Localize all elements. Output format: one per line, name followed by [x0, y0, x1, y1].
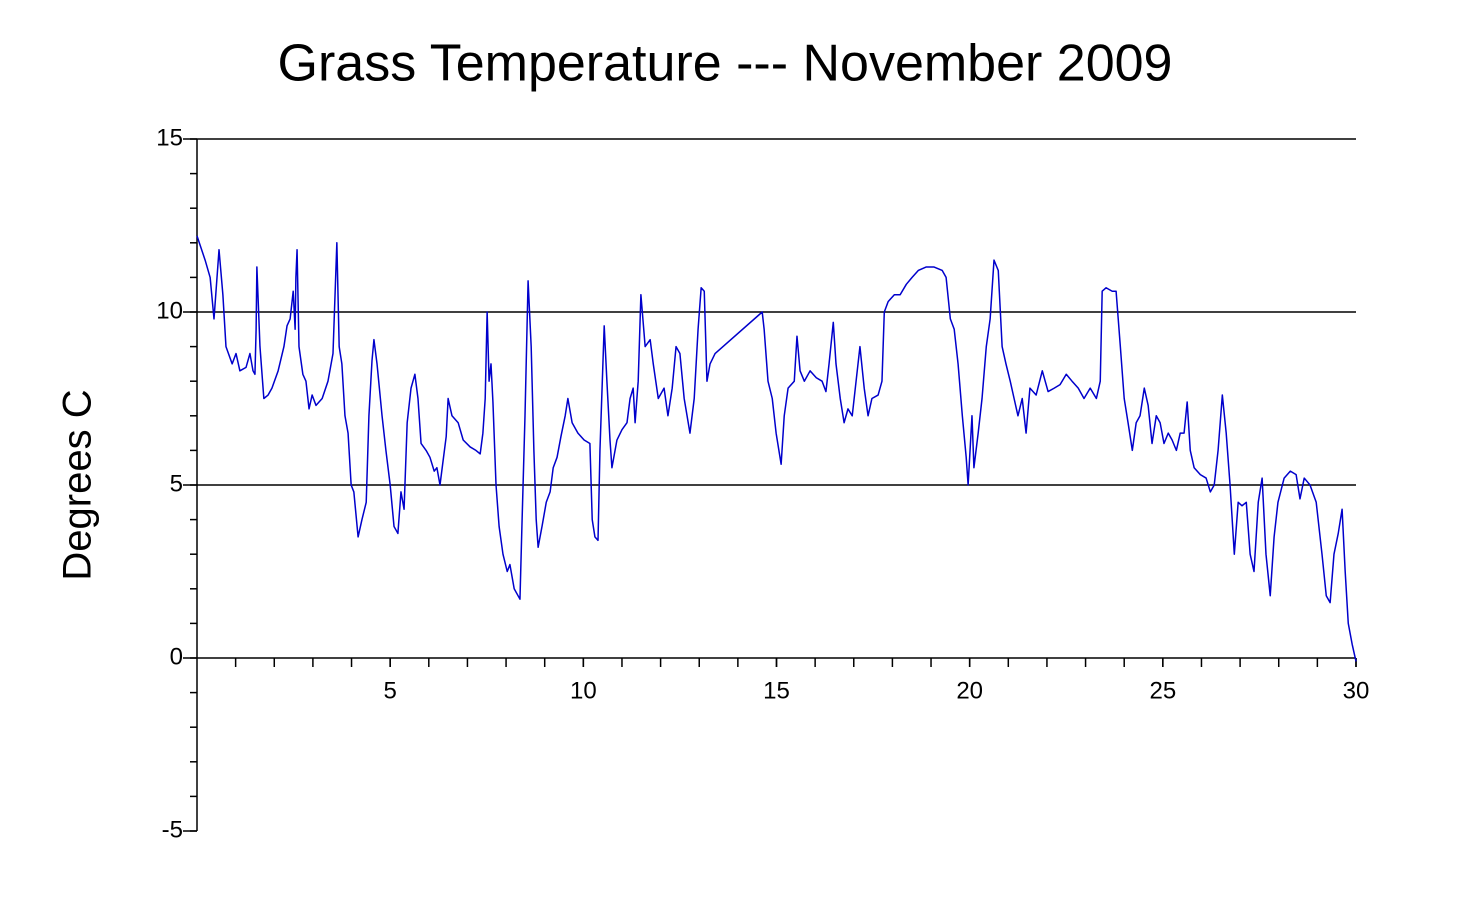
- y-tick-label: -5: [162, 816, 183, 843]
- y-tick-label: 15: [156, 124, 183, 151]
- x-tick-label: 10: [570, 677, 597, 704]
- y-tick-label: 5: [170, 470, 183, 497]
- y-tick-label: 0: [170, 643, 183, 670]
- chart-title: Grass Temperature --- November 2009: [278, 35, 1173, 93]
- x-tick-label: 5: [383, 677, 396, 704]
- y-tick-label: 10: [156, 297, 183, 324]
- x-tick-label: 20: [956, 677, 983, 704]
- x-tick-label: 25: [1149, 677, 1176, 704]
- x-tick-label: 15: [763, 677, 790, 704]
- y-axis-label: Degrees C: [56, 389, 100, 580]
- x-tick-label: 30: [1343, 677, 1370, 704]
- line-series: [196, 235, 1357, 662]
